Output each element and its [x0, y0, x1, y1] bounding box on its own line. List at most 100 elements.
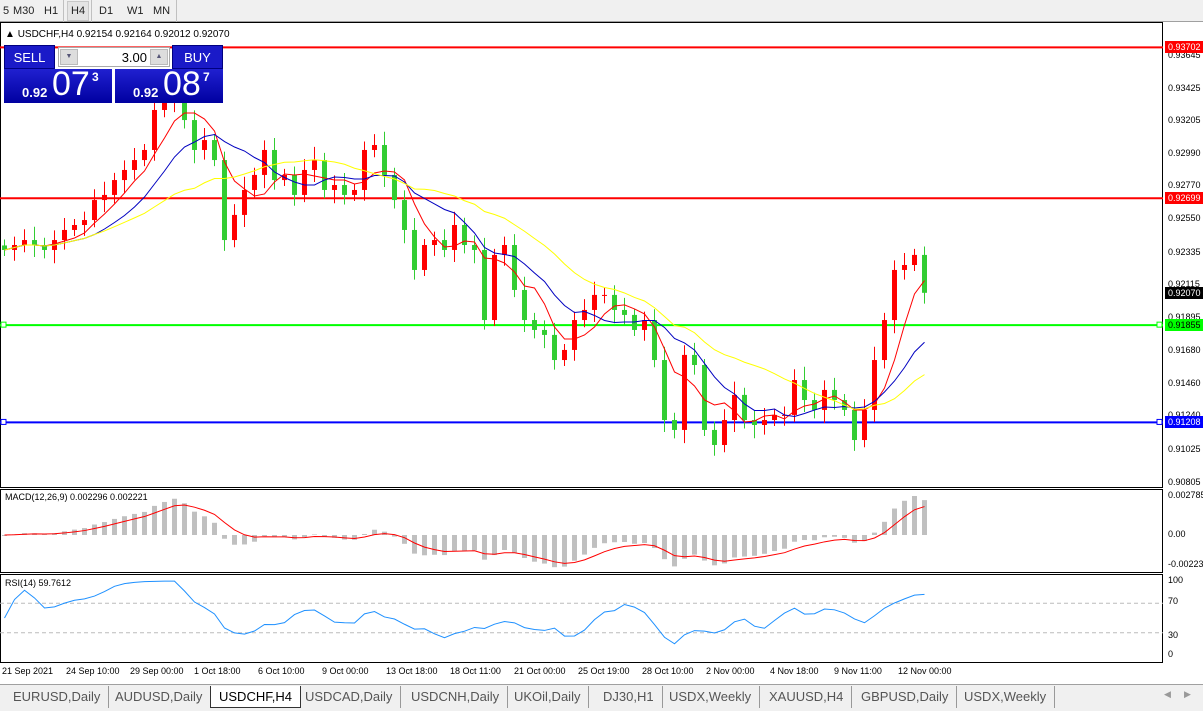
bull-candle	[332, 185, 337, 190]
increase-lot-button[interactable]: ▲	[150, 49, 168, 65]
bull-candle	[252, 174, 257, 190]
sell-button[interactable]: SELL	[4, 45, 55, 69]
tab-usdchf-h4[interactable]: USDCHF,H4	[210, 686, 301, 708]
tab-eurusd-daily[interactable]: EURUSD,Daily	[5, 686, 110, 708]
macd-histogram-bar	[322, 535, 327, 538]
macd-histogram-bar	[672, 535, 677, 567]
scroll-left-icon[interactable]: ◀	[1164, 689, 1171, 699]
time-axis-label: 6 Oct 10:00	[258, 666, 305, 676]
chart-header: ▲ USDCHF,H4 0.92154 0.92164 0.92012 0.92…	[5, 29, 230, 40]
timeframe-W1[interactable]: W1	[127, 5, 144, 17]
macd-histogram-bar	[152, 505, 157, 535]
bull-candle	[722, 420, 727, 445]
bull-candle	[452, 225, 457, 250]
bear-candle	[472, 245, 477, 250]
macd-histogram-bar	[182, 503, 187, 535]
macd-histogram-bar	[892, 508, 897, 535]
bear-candle	[392, 174, 397, 201]
macd-histogram-bar	[222, 535, 227, 539]
tab-gbpusd-daily[interactable]: GBPUSD,Daily	[853, 686, 958, 708]
macd-histogram-bar	[542, 535, 547, 564]
ohlc-values: 0.92154 0.92164 0.92012 0.92070	[76, 29, 230, 40]
tab-usdcnh-daily[interactable]: USDCNH,Daily	[403, 686, 509, 708]
tab-usdx-weekly[interactable]: USDX,Weekly	[661, 686, 761, 708]
timeframe-MN[interactable]: MN	[153, 5, 171, 17]
macd-histogram-bar	[232, 535, 237, 545]
bear-candle	[672, 420, 677, 430]
ma-mid-line	[4, 133, 925, 417]
bull-candle	[312, 160, 317, 170]
current-price-tag: 0.92070	[1165, 286, 1203, 299]
price-axis-label: 0.91240	[1168, 410, 1201, 420]
price-axis-label: 0.90805	[1168, 477, 1201, 487]
buy-price[interactable]: 0.92 08 7	[115, 65, 223, 103]
macd-histogram-bar	[912, 496, 917, 535]
sell-price[interactable]: 0.92 07 3	[4, 65, 112, 103]
tab-xauusd-h4[interactable]: XAUUSD,H4	[761, 686, 853, 708]
tab-usdcad-daily[interactable]: USDCAD,Daily	[297, 686, 402, 708]
bear-candle	[532, 320, 537, 330]
macd-histogram-bar	[452, 535, 457, 551]
line-price-tag: 0.93702	[1165, 41, 1203, 54]
tab-ukoil-daily[interactable]: UKOil,Daily	[506, 686, 590, 708]
sell-price-fraction: 3	[92, 70, 99, 84]
macd-histogram-bar	[302, 535, 307, 538]
macd-histogram-bar	[132, 513, 137, 535]
macd-histogram-bar	[82, 528, 87, 535]
bull-candle	[102, 194, 107, 201]
macd-histogram-bar	[402, 535, 407, 544]
macd-histogram-bar	[512, 535, 517, 553]
bull-candle	[572, 320, 577, 350]
timeframe-M30[interactable]: M30	[13, 5, 35, 17]
tab-dj30-h1[interactable]: DJ30,H1	[595, 686, 663, 708]
price-axis-label: 0.91460	[1168, 378, 1201, 388]
macd-histogram-bar	[762, 535, 767, 554]
timeframe-D1[interactable]: D1	[99, 5, 114, 17]
macd-histogram-bar	[282, 535, 287, 537]
bull-candle	[142, 149, 147, 161]
collapse-triangle-icon[interactable]: ▲	[5, 29, 15, 40]
bull-candle	[22, 240, 27, 246]
line-price-tag: 0.92699	[1165, 192, 1203, 205]
time-axis-label: 29 Sep 00:00	[130, 666, 184, 676]
decrease-lot-button[interactable]: ▼	[60, 49, 78, 65]
timeframe-H4[interactable]: H4	[67, 1, 90, 21]
macd-histogram-bar	[122, 516, 127, 535]
ma-slow-line	[4, 159, 925, 410]
macd-histogram-bar	[812, 535, 817, 541]
macd-histogram-bar	[882, 521, 887, 535]
timeframe-H1[interactable]: H1	[44, 5, 59, 17]
toolbar-separator	[176, 0, 177, 22]
lot-size-input[interactable]: 3.00	[121, 50, 147, 65]
bull-candle	[862, 409, 867, 441]
scroll-right-icon[interactable]: ▶	[1184, 689, 1191, 699]
tab-usdx-weekly[interactable]: USDX,Weekly	[956, 686, 1056, 708]
line-price-tag: 0.91855	[1165, 319, 1203, 332]
bull-candle	[492, 254, 497, 321]
macd-signal-line	[4, 504, 925, 564]
bull-candle	[72, 225, 77, 230]
macd-histogram-bar	[502, 535, 507, 550]
time-axis-label: 1 Oct 18:00	[194, 666, 241, 676]
macd-histogram-bar	[722, 535, 727, 564]
bull-candle	[232, 214, 237, 241]
macd-histogram-bar	[272, 535, 277, 538]
bear-candle	[652, 320, 657, 361]
tab-audusd-daily[interactable]: AUDUSD,Daily	[107, 686, 212, 708]
rsi-pane-border	[0, 574, 1163, 663]
macd-histogram-bar	[852, 535, 857, 543]
main-pane-border	[0, 22, 1163, 488]
rsi-axis-label: 30	[1168, 630, 1179, 640]
price-axis-label: 0.92990	[1168, 148, 1201, 158]
time-axis-label: 13 Oct 18:00	[386, 666, 438, 676]
time-axis-label: 25 Oct 19:00	[578, 666, 630, 676]
macd-histogram-bar	[802, 535, 807, 541]
macd-histogram-bar	[412, 535, 417, 554]
timeframe-5[interactable]: 5	[3, 5, 10, 17]
chart-canvas[interactable]	[0, 0, 1203, 684]
chart-area[interactable]	[0, 22, 1203, 684]
macd-histogram-bar	[162, 501, 167, 535]
symbol-label: USDCHF,H4	[17, 29, 74, 40]
buy-button[interactable]: BUY	[172, 45, 223, 69]
bull-candle	[432, 240, 437, 246]
